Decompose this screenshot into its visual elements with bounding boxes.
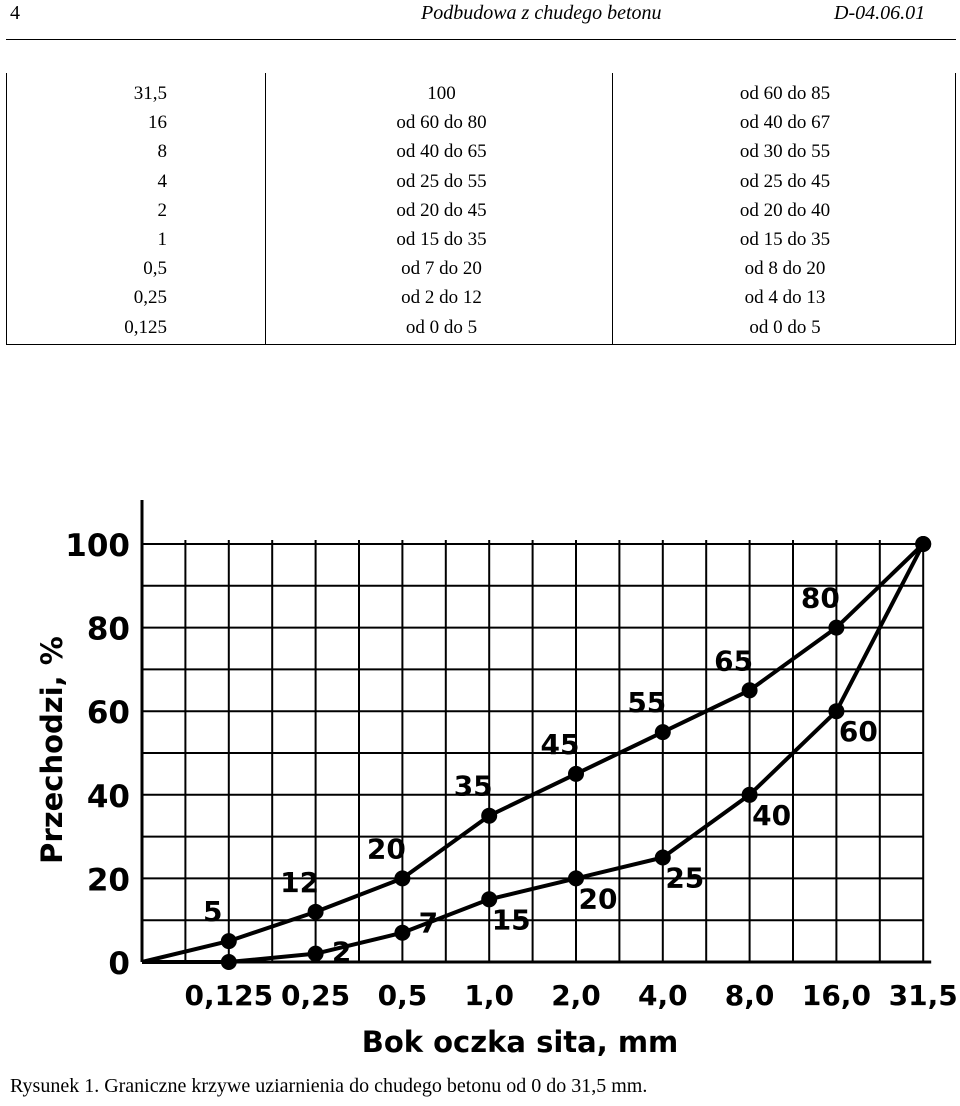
table-cell: 0,125: [124, 316, 167, 338]
x-tick-label: 16,0: [802, 979, 871, 1012]
data-label: 20: [367, 832, 406, 865]
data-label: 55: [627, 686, 666, 719]
grading-table: 31,5 16 8 4 2 1 0,5 0,25 0,125 100 od 60…: [6, 73, 956, 345]
data-label: 60: [839, 715, 878, 748]
data-label: 12: [280, 866, 319, 899]
table-cell: 4: [157, 170, 168, 192]
table-column-range-2: od 60 do 85 od 40 do 67 od 30 do 55 od 2…: [613, 79, 957, 342]
data-point: [654, 724, 671, 741]
table-cell: od 7 do 20: [401, 258, 482, 280]
table-cell: od 20 do 45: [396, 199, 487, 221]
page-number: 4: [10, 2, 20, 24]
data-label: 40: [752, 799, 791, 832]
series-line: [142, 543, 925, 964]
table-cell: od 20 do 40: [739, 199, 831, 221]
data-label: 15: [492, 903, 531, 936]
table-column-sieve: 31,5 16 8 4 2 1 0,5 0,25 0,125: [7, 79, 167, 342]
data-point: [481, 807, 498, 824]
data-point: [915, 536, 932, 552]
table-cell: od 40 do 65: [396, 141, 487, 163]
data-point: [481, 891, 498, 908]
table-cell: od 0 do 5: [405, 316, 478, 338]
table-cell: od 0 do 5: [749, 316, 821, 338]
data-point: [568, 870, 584, 887]
data-point: [307, 945, 324, 962]
series-line: [141, 542, 925, 964]
table-cell: 16: [148, 112, 167, 134]
y-tick-label: 40: [87, 779, 130, 815]
x-tick-label: 31,5: [889, 979, 958, 1012]
table-cell: 2: [157, 199, 168, 221]
chart-axes: 0 20 40 60 80 100 0,125 0,25 0,5 1,0 2,0 4,0 8,0 16,0…: [65, 500, 958, 1012]
table-cell: od 25 do 45: [739, 170, 831, 192]
table-cell: od 15 do 35: [396, 229, 487, 251]
table-cell: od 40 do 67: [739, 112, 831, 134]
data-point: [741, 786, 758, 803]
x-tick-label: 0,125: [185, 979, 274, 1012]
data-label: 45: [541, 728, 580, 761]
document-code: D-04.06.01: [834, 2, 926, 24]
table-cell: od 4 do 13: [744, 287, 826, 309]
data-label: 80: [801, 582, 840, 615]
y-tick-label: 0: [108, 946, 130, 982]
data-label: 20: [579, 882, 618, 915]
table-cell: 31,5: [133, 83, 167, 104]
y-tick-label: 20: [87, 862, 130, 898]
x-axis-title: Bok oczka sita, mm: [362, 1025, 679, 1059]
page-header: 4 Podbudowa z chudego betonu D-04.06.01: [0, 0, 960, 42]
data-label: 7: [419, 907, 438, 940]
grading-curve-chart: 0 20 40 60 80 100 0,125 0,25 0,5 1,0 2,0 4,0 8,0 16,0…: [35, 500, 958, 1059]
data-point: [828, 619, 845, 636]
data-point: [828, 703, 845, 720]
table-column-divider: [265, 73, 266, 344]
y-tick-label: 100: [65, 528, 130, 564]
data-point: [220, 933, 237, 950]
data-point: [220, 954, 237, 970]
x-tick-label: 0,25: [281, 979, 350, 1012]
data-label: 65: [714, 644, 753, 677]
table-column-range-1: 100 od 60 do 80 od 40 do 65 od 25 do 55 …: [270, 79, 613, 342]
data-point: [394, 870, 411, 887]
chart-labels: 5 12 20 35 45 55 65 80 2 7 15 20 25 40 60: [203, 582, 878, 969]
table-cell: 8: [157, 141, 168, 163]
data-point: [394, 924, 411, 941]
header-rule: [6, 39, 956, 40]
table-cell: 100: [427, 83, 456, 104]
table-cell: 0,25: [133, 287, 167, 309]
chart-series: [141, 536, 932, 970]
data-point: [741, 682, 758, 699]
figure-caption: Rysunek 1. Graniczne krzywe uziarnienia …: [10, 1075, 648, 1097]
data-label: 25: [665, 862, 704, 895]
table-cell: od 8 do 20: [744, 258, 826, 280]
y-tick-label: 80: [87, 612, 130, 648]
x-tick-label: 8,0: [725, 979, 775, 1012]
table-cell: 1: [157, 229, 168, 251]
data-point: [568, 765, 584, 782]
data-label: 35: [454, 770, 493, 803]
table-cell: od 15 do 35: [739, 229, 831, 251]
table-cell: od 60 do 85: [739, 83, 831, 104]
table-cell: od 30 do 55: [739, 141, 831, 163]
table-cell: od 60 do 80: [396, 112, 487, 134]
y-tick-label: 60: [87, 695, 130, 731]
data-point: [307, 903, 324, 920]
data-label: 5: [203, 895, 222, 928]
data-point: [654, 849, 671, 866]
document-title: Podbudowa z chudego betonu: [421, 2, 662, 24]
data-label: 2: [332, 936, 351, 969]
table-cell: od 25 do 55: [396, 170, 487, 192]
x-tick-label: 4,0: [638, 979, 688, 1012]
x-tick-label: 2,0: [551, 979, 601, 1012]
x-tick-label: 1,0: [464, 979, 514, 1012]
table-column-divider: [612, 73, 613, 344]
x-tick-label: 0,5: [378, 979, 428, 1012]
table-cell: 0,5: [143, 258, 167, 280]
table-cell: od 2 do 12: [401, 287, 482, 309]
y-axis-title: Przechodzi, %: [35, 636, 69, 864]
